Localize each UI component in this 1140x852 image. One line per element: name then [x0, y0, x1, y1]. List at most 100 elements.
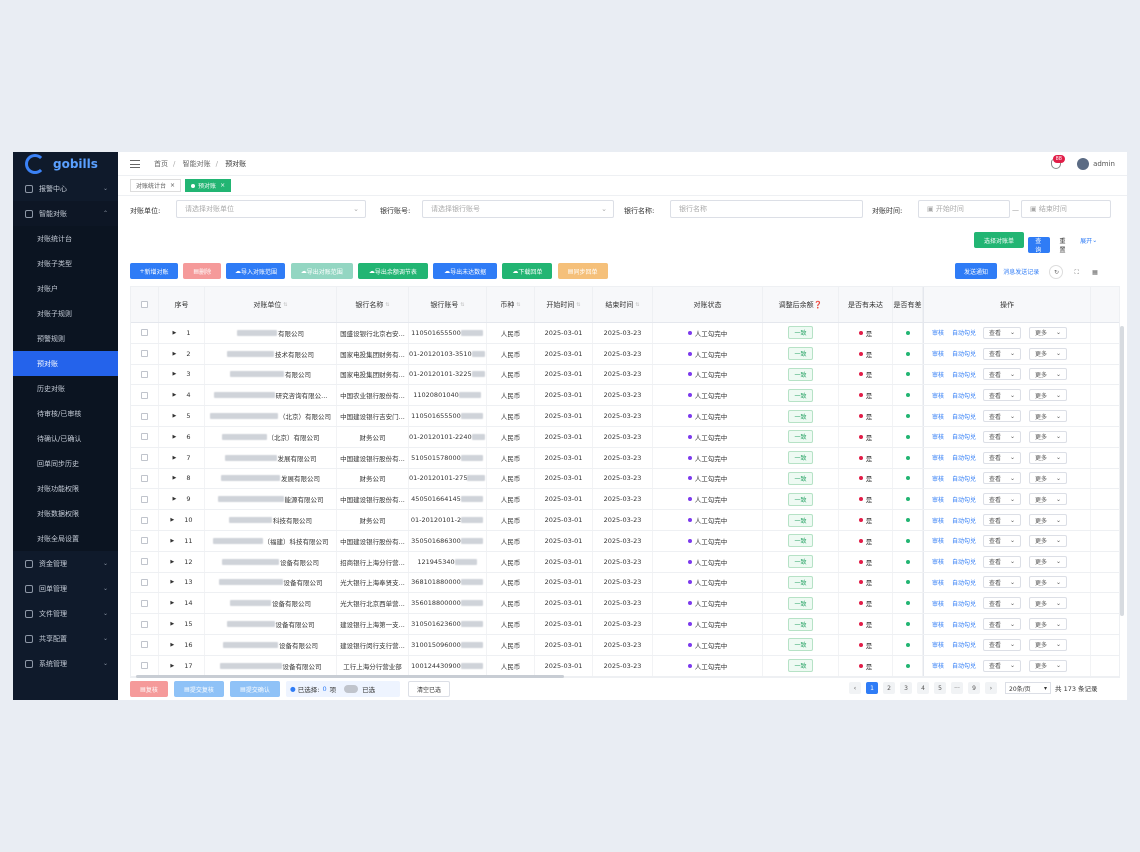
menu-toggle-icon[interactable] [130, 159, 140, 168]
table-row[interactable]: ▶ 6 （北京）有限公司 财务公司 01-20120101-2240 人民币 2025-03… [131, 426, 1119, 448]
table-row[interactable]: ▶ 4 研究咨询有限公... 中国农业银行股份有... 11020801040 人民币 20… [131, 385, 1119, 407]
table-row[interactable]: ▶ 11 （福建）科技有限公司 中国建设银行股份有... 350501686300 人民币… [131, 530, 1119, 552]
more-select[interactable]: 更多 ⌄ [1029, 514, 1068, 527]
more-select[interactable]: 更多 ⌄ [1029, 618, 1068, 631]
sync-receipt-button[interactable]: ▤ 同步回单 [557, 263, 608, 279]
table-row[interactable]: ▶ 2 技术有限公司 国家电投集团财务有... 01-20120103-3510 人民币 2… [131, 343, 1119, 365]
audit-link[interactable]: 审核 [932, 538, 945, 546]
col-header[interactable]: 币种 ⇅ [487, 287, 535, 322]
add-recon-button[interactable]: + 新增对账 [130, 263, 178, 279]
row-checkbox[interactable] [141, 578, 148, 586]
table-row[interactable]: ▶ 17 设备有限公司 工行上海分行营业部 100124430900 人民币 2025-03… [131, 655, 1119, 677]
expand-row-icon[interactable]: ▶ [172, 329, 177, 336]
sidebar-item[interactable]: 系统管理 ⌄ [13, 651, 118, 676]
page-9[interactable]: 9 [968, 682, 980, 694]
help-icon[interactable]: ❓ [813, 300, 823, 309]
submit-confirm-button[interactable]: ▤ 提交确认 [230, 681, 280, 697]
view-select[interactable]: 查看 ⌄ [983, 618, 1022, 631]
page-3[interactable]: 3 [900, 682, 912, 694]
table-cell[interactable]: 审核 自动勾兑 查看 ⌄ 更多 ⌄ [923, 530, 1091, 551]
checkbox[interactable] [141, 301, 148, 308]
reset-button[interactable]: 重置 [1059, 237, 1066, 254]
row-checkbox[interactable] [141, 516, 148, 524]
expand-row-icon[interactable]: ▶ [170, 641, 175, 648]
more-select[interactable]: 更多 ⌄ [1029, 555, 1068, 568]
row-checkbox[interactable] [141, 495, 148, 503]
audit-link[interactable]: 审核 [932, 496, 945, 504]
page-5[interactable]: 5 [934, 682, 946, 694]
table-cell[interactable]: 审核 自动勾兑 查看 ⌄ 更多 ⌄ [923, 426, 1091, 447]
table-cell[interactable] [131, 655, 159, 676]
unit-select[interactable]: 请选择对账单位 ⌄ [176, 200, 366, 218]
table-cell[interactable] [131, 489, 159, 510]
view-select[interactable]: 查看 ⌄ [983, 430, 1022, 443]
review-button[interactable]: ▤ 复核 [130, 681, 168, 697]
sidebar-subitem[interactable]: 对账子类型 [13, 251, 118, 276]
page-4[interactable]: 4 [917, 682, 929, 694]
expand-row-icon[interactable]: ▶ [172, 496, 177, 503]
col-header[interactable]: 开始时间 ⇅ [535, 287, 593, 322]
table-row[interactable]: ▶ 1 有限公司 国盛设银行北京右安... 110501655500 人民币 2025-03… [131, 323, 1119, 344]
table-cell[interactable]: 审核 自动勾兑 查看 ⌄ 更多 ⌄ [923, 634, 1091, 655]
view-select[interactable]: 查看 ⌄ [983, 493, 1022, 506]
clear-selection-button[interactable]: 清空已选 [408, 681, 450, 697]
table-cell[interactable]: 审核 自动勾兑 查看 ⌄ 更多 ⌄ [923, 489, 1091, 510]
expand-row-icon[interactable]: ▶ [172, 371, 177, 378]
close-icon[interactable]: × [170, 182, 176, 189]
column-settings-icon[interactable]: ▦ [1092, 268, 1098, 276]
vertical-scrollbar[interactable] [1120, 326, 1124, 616]
table-row[interactable]: ▶ 16 设备有限公司 建设银行闵行支行营... 310015096000 人民币 2025… [131, 634, 1119, 656]
view-select[interactable]: 查看 ⌄ [983, 638, 1022, 651]
sidebar-subitem[interactable]: 待审核/已审核 [13, 401, 118, 426]
table-cell[interactable] [131, 614, 159, 634]
table-cell[interactable] [131, 343, 159, 364]
send-notice-button[interactable]: 发送通知 [955, 263, 997, 279]
view-select[interactable]: 查看 ⌄ [983, 368, 1022, 381]
table-row[interactable]: ▶ 5 （北京）有限公司 中国建设银行吉安门... 110501655500 人民币 202… [131, 406, 1119, 427]
export-plan-button[interactable]: ☁ 导出对账范围 [290, 263, 353, 279]
view-select[interactable]: 查看 ⌄ [983, 514, 1022, 527]
audit-link[interactable]: 审核 [932, 475, 945, 483]
auto-match-link[interactable]: 自动勾兑 [952, 517, 977, 525]
more-select[interactable]: 更多 ⌄ [1029, 347, 1068, 360]
sort-icon[interactable]: ⇅ [460, 301, 465, 308]
auto-match-link[interactable]: 自动勾兑 [952, 600, 977, 608]
audit-link[interactable]: 审核 [932, 413, 945, 421]
selected-toggle[interactable] [344, 685, 359, 693]
more-select[interactable]: 更多 ⌄ [1029, 493, 1068, 506]
audit-link[interactable]: 审核 [932, 600, 945, 608]
table-cell[interactable] [131, 447, 159, 468]
table-cell[interactable]: 审核 自动勾兑 查看 ⌄ 更多 ⌄ [923, 447, 1091, 468]
view-select[interactable]: 查看 ⌄ [983, 534, 1022, 547]
view-select[interactable]: 查看 ⌄ [983, 347, 1022, 360]
auto-match-link[interactable]: 自动勾兑 [952, 413, 977, 421]
expand-row-icon[interactable]: ▶ [172, 475, 177, 482]
table-cell[interactable] [131, 593, 159, 614]
download-receipt-button[interactable]: ☁ 下载回单 [502, 263, 553, 279]
auto-match-link[interactable]: 自动勾兑 [952, 392, 977, 400]
expand-row-icon[interactable]: ▶ [170, 558, 175, 565]
table-row[interactable]: ▶ 8 发展有限公司 财务公司 01-20120101-275 人民币 2025-03-01… [131, 468, 1119, 490]
export-balance-button[interactable]: ☁ 导出余额调节表 [357, 263, 428, 279]
refresh-icon[interactable]: ↻ [1049, 265, 1064, 279]
row-checkbox[interactable] [141, 433, 148, 441]
row-checkbox[interactable] [141, 641, 148, 649]
table-cell[interactable] [131, 510, 159, 530]
table-cell[interactable]: 审核 自动勾兑 查看 ⌄ 更多 ⌄ [923, 323, 1091, 343]
fullscreen-icon[interactable]: ⛶ [1074, 268, 1079, 276]
sidebar-subitem[interactable]: 对账数据权限 [13, 501, 118, 526]
auto-match-link[interactable]: 自动勾兑 [952, 475, 977, 483]
table-cell[interactable] [131, 426, 159, 447]
expand-row-icon[interactable]: ▶ [170, 579, 175, 586]
audit-link[interactable]: 审核 [932, 351, 945, 359]
audit-link[interactable]: 审核 [932, 392, 945, 400]
col-header[interactable]: 结束时间 ⇅ [593, 287, 653, 322]
import-plan-button[interactable]: ☁ 导入对账范围 [226, 263, 286, 279]
table-cell[interactable]: 审核 自动勾兑 查看 ⌄ 更多 ⌄ [923, 593, 1091, 614]
sort-icon[interactable]: ⇅ [576, 301, 581, 308]
page-1[interactable]: 1 [866, 682, 878, 694]
row-checkbox[interactable] [141, 350, 148, 358]
table-row[interactable]: ▶ 13 设备有限公司 光大银行上海奉贤支... 368101880000 人民币 2025… [131, 572, 1119, 594]
submit-review-button[interactable]: ▤ 提交复核 [174, 681, 224, 697]
col-header[interactable]: 对账单位 ⇅ [205, 287, 337, 322]
